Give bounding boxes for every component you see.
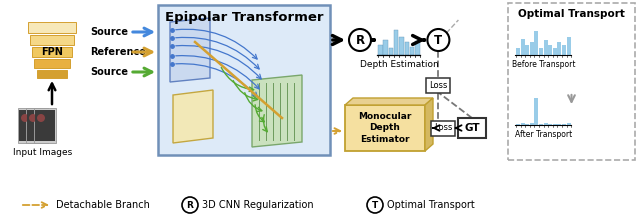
FancyBboxPatch shape bbox=[426, 77, 451, 92]
Circle shape bbox=[349, 29, 371, 51]
Bar bbox=[566, 37, 571, 55]
Bar bbox=[553, 124, 557, 125]
Bar bbox=[404, 42, 409, 55]
Text: After Transport: After Transport bbox=[515, 130, 572, 139]
FancyBboxPatch shape bbox=[34, 108, 56, 143]
FancyBboxPatch shape bbox=[37, 70, 67, 78]
Bar bbox=[520, 123, 525, 125]
Text: FPN: FPN bbox=[41, 47, 63, 57]
Bar bbox=[525, 124, 529, 125]
Bar bbox=[548, 124, 552, 125]
Circle shape bbox=[182, 197, 198, 213]
Polygon shape bbox=[252, 75, 302, 147]
Bar bbox=[516, 124, 520, 125]
Text: T: T bbox=[372, 201, 378, 209]
Bar bbox=[562, 124, 566, 125]
Bar bbox=[383, 39, 388, 55]
FancyBboxPatch shape bbox=[26, 108, 48, 143]
Bar bbox=[543, 40, 548, 55]
Text: Loss: Loss bbox=[429, 81, 447, 89]
Bar bbox=[548, 44, 552, 55]
Text: Detachable Branch: Detachable Branch bbox=[56, 200, 150, 210]
Text: Input Images: Input Images bbox=[13, 148, 72, 157]
Text: Optimal Transport: Optimal Transport bbox=[518, 9, 625, 19]
Bar bbox=[543, 123, 548, 125]
FancyBboxPatch shape bbox=[345, 105, 425, 151]
Bar bbox=[562, 44, 566, 55]
Text: T: T bbox=[435, 33, 442, 46]
Text: Optimal Transport: Optimal Transport bbox=[387, 200, 475, 210]
Polygon shape bbox=[170, 18, 210, 82]
Circle shape bbox=[37, 114, 45, 122]
Bar bbox=[410, 47, 414, 55]
Bar bbox=[539, 48, 543, 55]
FancyBboxPatch shape bbox=[35, 110, 55, 141]
Text: Epipolar Transformer: Epipolar Transformer bbox=[164, 10, 323, 23]
FancyBboxPatch shape bbox=[34, 59, 70, 68]
Bar bbox=[525, 44, 529, 55]
Text: Depth Estimation: Depth Estimation bbox=[360, 60, 438, 69]
Circle shape bbox=[29, 114, 37, 122]
FancyBboxPatch shape bbox=[27, 110, 47, 141]
Bar bbox=[378, 45, 383, 55]
Text: Reference: Reference bbox=[90, 47, 146, 57]
Bar bbox=[539, 124, 543, 125]
Bar bbox=[530, 41, 534, 55]
Bar bbox=[557, 41, 561, 55]
FancyBboxPatch shape bbox=[28, 22, 76, 33]
Bar bbox=[530, 123, 534, 125]
Polygon shape bbox=[345, 98, 433, 105]
Bar bbox=[394, 30, 398, 55]
Bar bbox=[516, 48, 520, 55]
FancyBboxPatch shape bbox=[158, 5, 330, 155]
Bar bbox=[553, 48, 557, 55]
Bar bbox=[388, 48, 393, 55]
Text: Source: Source bbox=[90, 27, 128, 37]
Text: Loss: Loss bbox=[434, 123, 452, 133]
Bar bbox=[534, 31, 538, 55]
Polygon shape bbox=[173, 90, 213, 143]
FancyBboxPatch shape bbox=[19, 110, 39, 141]
Bar bbox=[557, 124, 561, 125]
FancyBboxPatch shape bbox=[18, 108, 40, 143]
Text: Source: Source bbox=[90, 67, 128, 77]
FancyBboxPatch shape bbox=[32, 47, 72, 57]
Text: R: R bbox=[355, 33, 365, 46]
FancyBboxPatch shape bbox=[431, 120, 455, 135]
Bar bbox=[399, 37, 404, 55]
Circle shape bbox=[21, 114, 29, 122]
Text: R: R bbox=[187, 201, 193, 209]
Bar bbox=[534, 98, 538, 125]
Bar bbox=[520, 38, 525, 55]
FancyBboxPatch shape bbox=[30, 35, 74, 45]
Bar bbox=[415, 41, 420, 55]
FancyBboxPatch shape bbox=[458, 118, 486, 138]
Circle shape bbox=[428, 29, 449, 51]
Circle shape bbox=[367, 197, 383, 213]
Text: GT: GT bbox=[464, 123, 480, 133]
Text: 3D CNN Regularization: 3D CNN Regularization bbox=[202, 200, 314, 210]
Text: Monocular
Depth
Estimator: Monocular Depth Estimator bbox=[358, 112, 412, 144]
Text: Before Transport: Before Transport bbox=[512, 60, 575, 69]
Polygon shape bbox=[425, 98, 433, 151]
Bar bbox=[566, 123, 571, 125]
